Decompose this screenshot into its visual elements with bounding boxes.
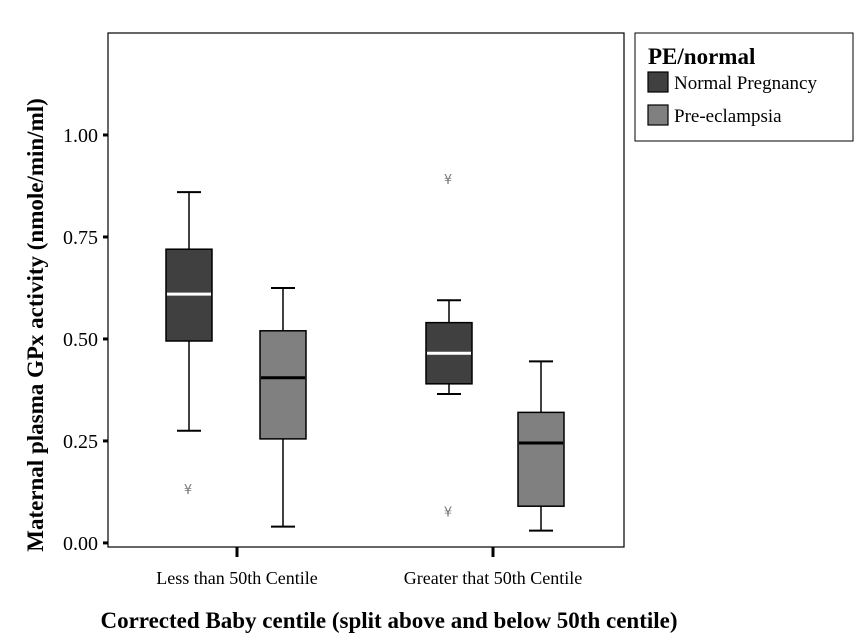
- iqr-box: [259, 330, 307, 440]
- box-plot: [259, 286, 307, 528]
- y-axis-title: Maternal plasma GPx activity (nmole/min/…: [23, 98, 48, 552]
- x-axis: Less than 50th Centile Greater that 50th …: [156, 547, 582, 588]
- legend-frame: [634, 32, 854, 142]
- legend: PE/normal Normal Pregnancy Pre-eclampsia: [634, 32, 854, 142]
- y-tick-label: 0.50: [63, 329, 98, 351]
- legend-title: PE/normal: [648, 44, 755, 69]
- box-plot: ¥¥: [425, 173, 473, 520]
- outlier-marker: ¥: [444, 505, 452, 520]
- outlier-marker: ¥: [184, 483, 192, 498]
- y-axis: 0.00 0.25 0.50 0.75 1.00: [63, 125, 108, 555]
- box-plot: [517, 360, 565, 532]
- y-tick-label: 1.00: [63, 125, 98, 147]
- x-tick-label: Greater that 50th Centile: [404, 568, 582, 588]
- outlier-marker: ¥: [444, 173, 452, 188]
- legend-swatch: [647, 71, 669, 93]
- iqr-box: [517, 411, 565, 507]
- legend-label: Normal Pregnancy: [674, 73, 817, 94]
- y-tick-label: 0.75: [63, 227, 98, 249]
- legend-items: Normal Pregnancy Pre-eclampsia: [647, 71, 817, 127]
- legend-swatch: [647, 104, 669, 126]
- boxes-layer: ¥¥¥: [165, 173, 565, 532]
- box-plot: ¥: [165, 191, 213, 498]
- x-tick-label: Less than 50th Centile: [156, 568, 317, 588]
- y-tick-label: 0.25: [63, 431, 98, 453]
- x-axis-title: Corrected Baby centile (split above and …: [100, 608, 677, 633]
- y-tick-label: 0.00: [63, 533, 98, 555]
- legend-label: Pre-eclampsia: [674, 106, 782, 127]
